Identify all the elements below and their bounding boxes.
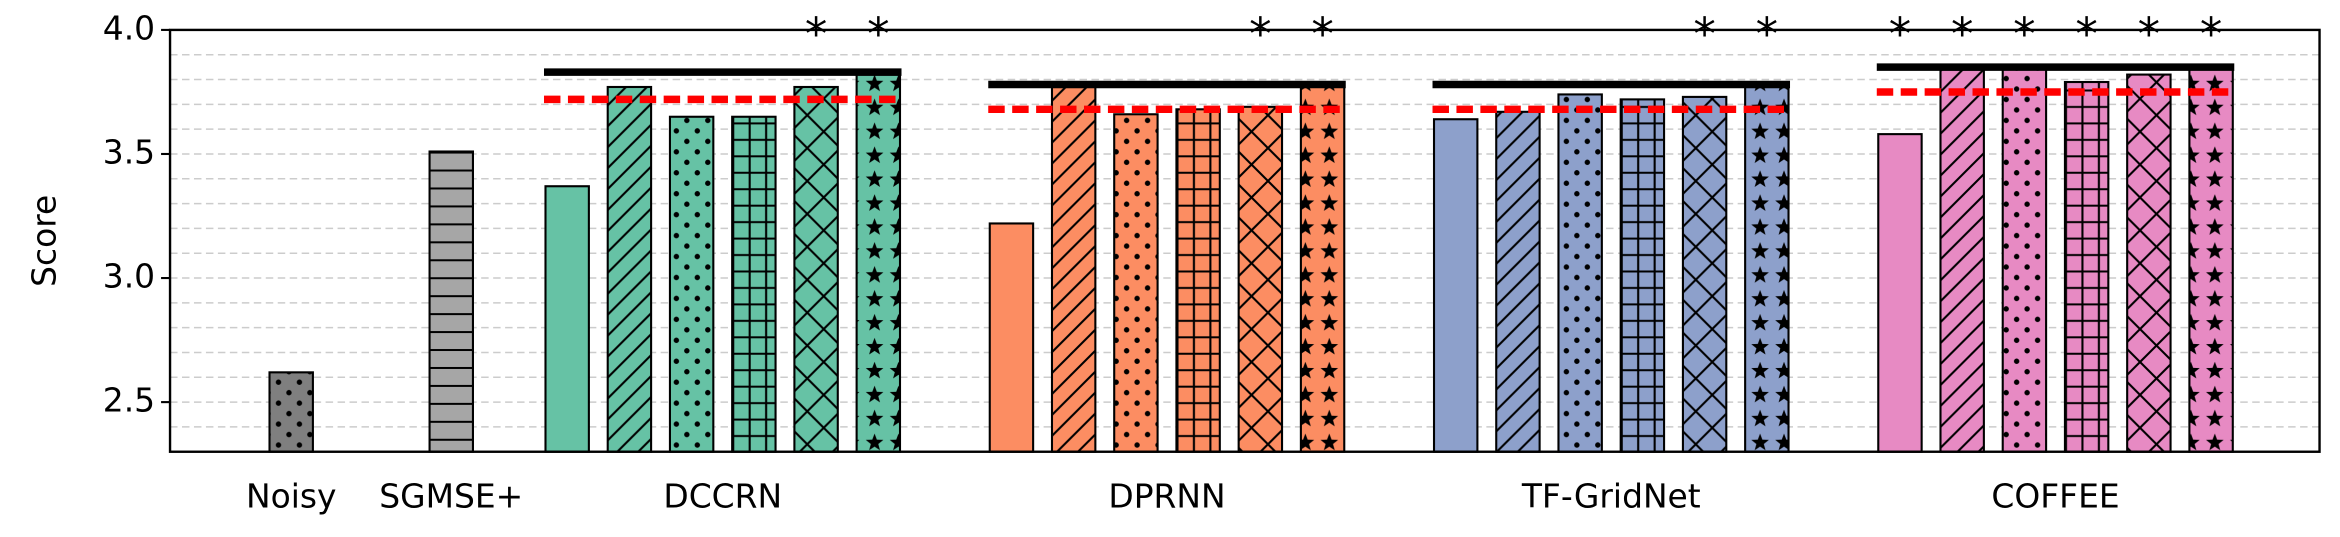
significance-marker: *: [867, 7, 889, 60]
bar: [988, 222, 1035, 453]
x-tick-label: DCCRN: [663, 477, 782, 516]
y-tick-label: 4.0: [103, 8, 155, 47]
y-tick-label: 3.0: [103, 257, 155, 296]
bar: [428, 150, 474, 453]
significance-marker: *: [1951, 7, 1973, 60]
bar: [544, 185, 590, 453]
bar: [2188, 63, 2234, 453]
significance-marker: *: [1311, 7, 1333, 60]
bar: [731, 115, 777, 453]
plot-frame: [168, 28, 2321, 453]
bar: [1744, 85, 1790, 453]
x-tick-label: SGMSE+: [379, 477, 523, 516]
bar: [668, 115, 715, 453]
significance-marker: *: [1756, 7, 1778, 60]
y-tick-label: 3.5: [103, 132, 155, 171]
significance-marker: *: [2075, 7, 2097, 60]
x-tick-label: DPRNN: [1108, 477, 1225, 516]
bar: [2001, 63, 2048, 453]
significance-marker: *: [1693, 7, 1715, 60]
bar: [1939, 68, 1985, 453]
bar: [606, 85, 653, 453]
y-axis-label: Score: [24, 195, 63, 287]
significance-marker: *: [805, 7, 827, 60]
bar: [1050, 85, 1097, 453]
bar: [793, 85, 839, 453]
significance-marker: *: [2013, 7, 2035, 60]
bar: [1877, 133, 1923, 453]
bar: [1237, 105, 1284, 453]
significance-marker: *: [2138, 7, 2160, 60]
x-tick-label: COFFEE: [1991, 477, 2119, 516]
bar: [855, 73, 902, 453]
bar: [1432, 118, 1479, 453]
y-tick-label: 2.5: [103, 381, 155, 420]
x-tick-label: TF-GridNet: [1521, 477, 1701, 516]
significance-marker: *: [1889, 7, 1911, 60]
bar: [1113, 113, 1159, 453]
bar: [1175, 108, 1221, 453]
bar: [2126, 73, 2172, 453]
bar: [1299, 83, 1346, 453]
bar: [1619, 98, 1666, 453]
significance-marker: *: [2200, 7, 2222, 60]
bar: [268, 371, 314, 453]
x-tick-label: Noisy: [246, 477, 336, 516]
bar: [1557, 93, 1603, 453]
bar: [2063, 80, 2110, 453]
significance-marker: *: [1249, 7, 1271, 60]
bar: [1681, 95, 1728, 453]
bar: [1495, 110, 1541, 453]
